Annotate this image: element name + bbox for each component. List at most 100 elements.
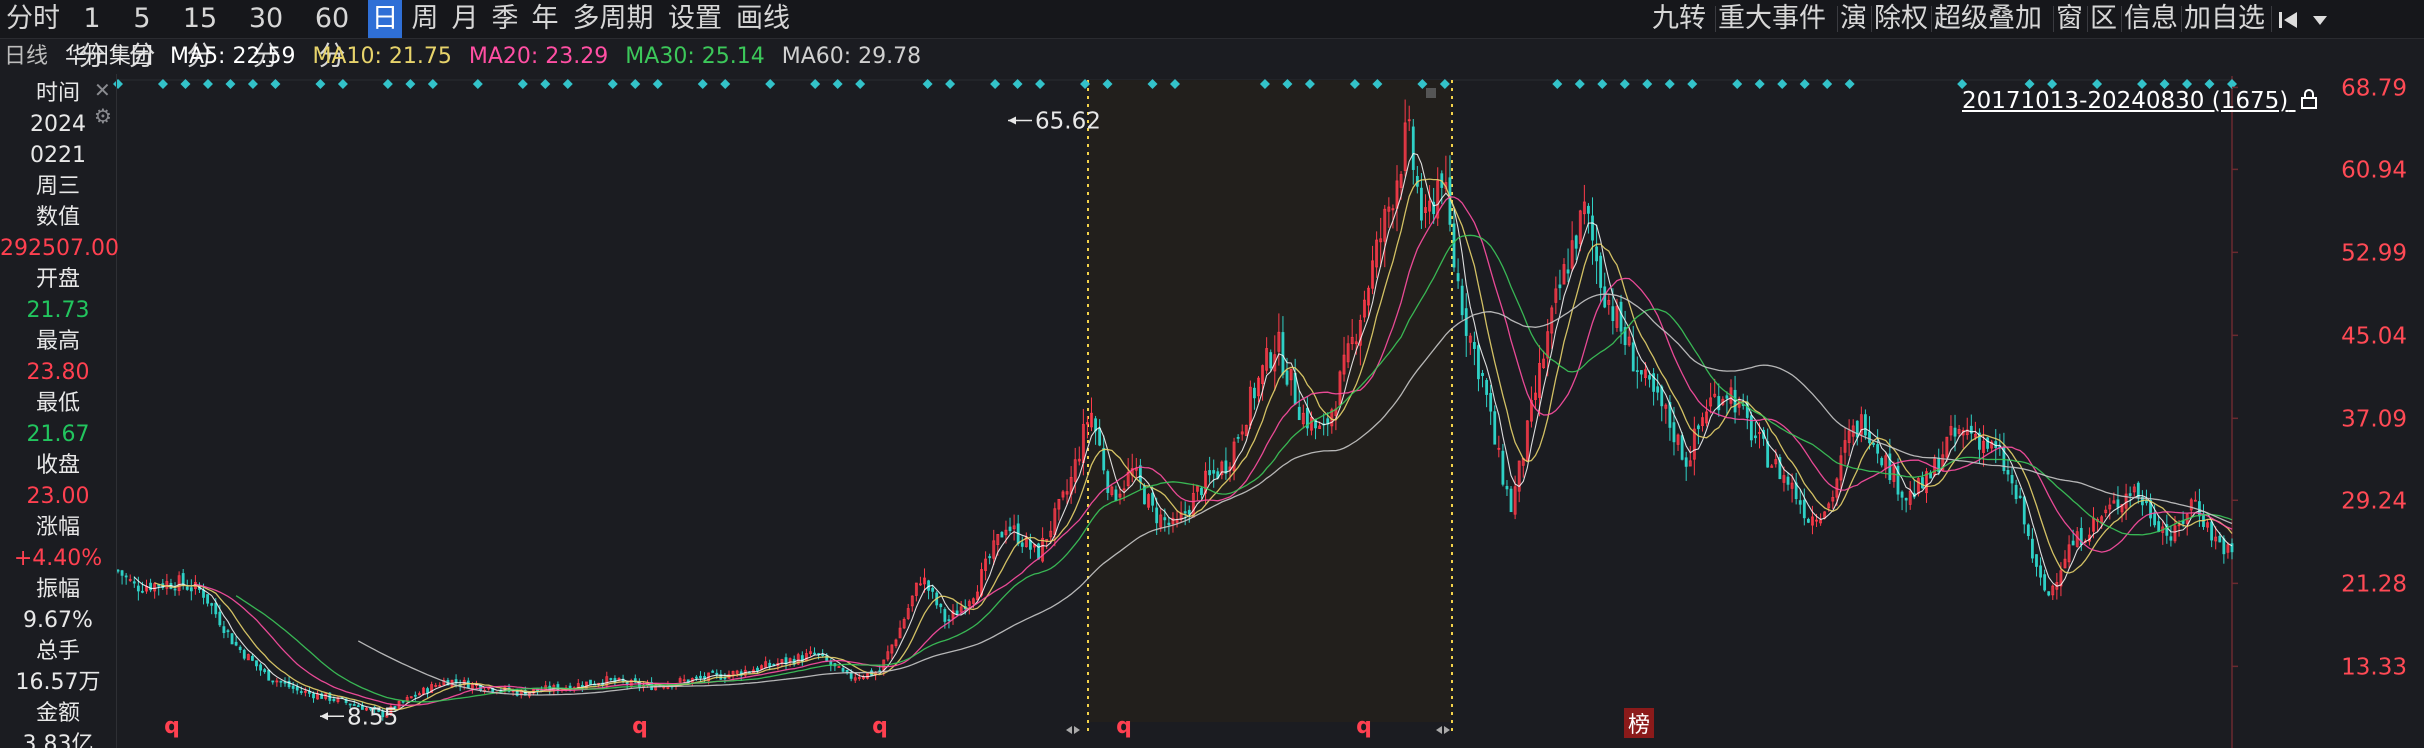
skip-first-icon[interactable] xyxy=(2276,0,2300,38)
candle-body xyxy=(1973,433,1977,438)
signal-diamond xyxy=(270,79,281,89)
candle-body xyxy=(947,619,951,622)
candle-body xyxy=(1464,308,1468,336)
candle-body xyxy=(1269,352,1273,369)
signal-diamond xyxy=(2182,79,2193,89)
signal-diamond xyxy=(697,79,708,89)
tab-period-2[interactable]: 5分 xyxy=(128,3,156,72)
candle-body xyxy=(1090,412,1093,428)
candle-body xyxy=(1941,454,1945,471)
candle-body xyxy=(2063,558,2067,569)
gear-icon[interactable]: ⚙ xyxy=(94,104,112,128)
candle-body xyxy=(1644,369,1647,378)
candle-body xyxy=(365,707,368,711)
signal-diamond xyxy=(1664,79,1675,89)
tool-3[interactable]: 除权 xyxy=(1874,3,1928,34)
candle-body xyxy=(1253,387,1256,399)
tool-0[interactable]: 九转 xyxy=(1652,3,1706,34)
tab-period-10[interactable]: 年 xyxy=(531,3,559,34)
tool-1[interactable]: 重大事件 xyxy=(1718,3,1826,34)
candle-body xyxy=(234,641,238,646)
value-label: 数值 xyxy=(35,205,80,230)
tab-period-0[interactable]: 分时 xyxy=(6,3,60,34)
candle-body xyxy=(1354,341,1358,345)
tab-period-9[interactable]: 季 xyxy=(491,3,519,34)
candle-body xyxy=(1847,430,1851,443)
range-label[interactable]: 20171013-20240830 (1675) xyxy=(1962,88,2318,115)
candle-body xyxy=(1570,240,1574,269)
candle-body xyxy=(633,678,637,683)
candle-body xyxy=(434,685,438,687)
tab-period-1[interactable]: 1分 xyxy=(78,3,106,72)
tool-7[interactable]: 信息 xyxy=(2124,3,2178,34)
candle-body xyxy=(984,558,987,571)
candle-body xyxy=(1986,437,1990,449)
candle-body xyxy=(1513,486,1517,515)
candle-body xyxy=(1497,447,1501,450)
tab-period-3[interactable]: 15分 xyxy=(182,3,218,72)
tab-period-4[interactable]: 30分 xyxy=(248,3,284,72)
tab-period-6[interactable]: 日 xyxy=(368,0,402,38)
candle-body xyxy=(1578,210,1582,244)
candle-body xyxy=(804,653,808,661)
candle-body xyxy=(1701,417,1704,427)
tool-8[interactable]: 加自选 xyxy=(2184,3,2265,34)
tab-period-12[interactable]: 设置 xyxy=(668,3,722,34)
candle-body xyxy=(1782,475,1786,483)
candle-body xyxy=(1672,422,1676,443)
signal-diamond xyxy=(1035,79,1046,89)
candle-body xyxy=(2157,521,2161,532)
candle-body xyxy=(1318,425,1321,429)
candle-body xyxy=(931,587,935,592)
amount-label: 金额 xyxy=(35,701,80,726)
candle-body xyxy=(2067,544,2071,563)
tab-period-7[interactable]: 周 xyxy=(411,3,439,34)
candle-body xyxy=(1159,514,1163,528)
tab-period-13[interactable]: 画线 xyxy=(736,3,790,34)
candle-body xyxy=(116,569,120,572)
candle-body xyxy=(906,608,910,619)
change-value: +4.40% xyxy=(13,546,103,571)
candle-body xyxy=(1452,223,1456,268)
tool-4[interactable]: 超级叠加 xyxy=(1934,3,2042,34)
candle-body xyxy=(1925,471,1928,494)
candle-body xyxy=(2026,524,2030,537)
signal-diamond xyxy=(765,79,776,89)
candle-body xyxy=(1623,327,1627,346)
candle-body xyxy=(263,669,267,673)
tab-period-11[interactable]: 多周期 xyxy=(572,3,654,34)
lock-icon[interactable] xyxy=(2300,88,2318,115)
candle-body xyxy=(589,679,592,685)
candle-body xyxy=(1240,431,1244,435)
candle-body xyxy=(1554,288,1558,303)
tool-5[interactable]: 窗 xyxy=(2056,3,2083,34)
tab-period-5[interactable]: 60分 xyxy=(314,3,350,72)
candle-body xyxy=(2006,469,2010,475)
value-value: 292507.00 xyxy=(0,236,119,261)
candle-body xyxy=(1770,465,1774,468)
candle-body xyxy=(303,690,307,693)
candle-body xyxy=(226,630,230,633)
signal-diamond xyxy=(382,79,393,89)
volume-label: 总手 xyxy=(35,639,80,664)
tool-6[interactable]: 区 xyxy=(2090,3,2117,34)
candle-body xyxy=(1004,529,1008,536)
candle-body xyxy=(1607,299,1611,305)
signal-diamond xyxy=(1349,79,1360,89)
candle-body xyxy=(1200,487,1203,496)
candle-body xyxy=(813,652,816,655)
candle-body xyxy=(1481,372,1484,377)
candle-body xyxy=(442,679,446,686)
tab-period-8[interactable]: 月 xyxy=(451,3,479,34)
candle-body xyxy=(1098,428,1102,446)
close-icon[interactable]: ✕ xyxy=(94,78,111,102)
candle-body xyxy=(173,588,177,591)
signal-diamond xyxy=(157,79,168,89)
tool-2[interactable]: 演 xyxy=(1840,3,1867,34)
candle-body xyxy=(1872,442,1875,445)
candle-body xyxy=(1635,370,1639,373)
signal-diamond xyxy=(1417,79,1428,89)
stock-name[interactable]: 华阳集团 xyxy=(65,44,154,69)
caret-down-icon[interactable] xyxy=(2310,0,2330,38)
